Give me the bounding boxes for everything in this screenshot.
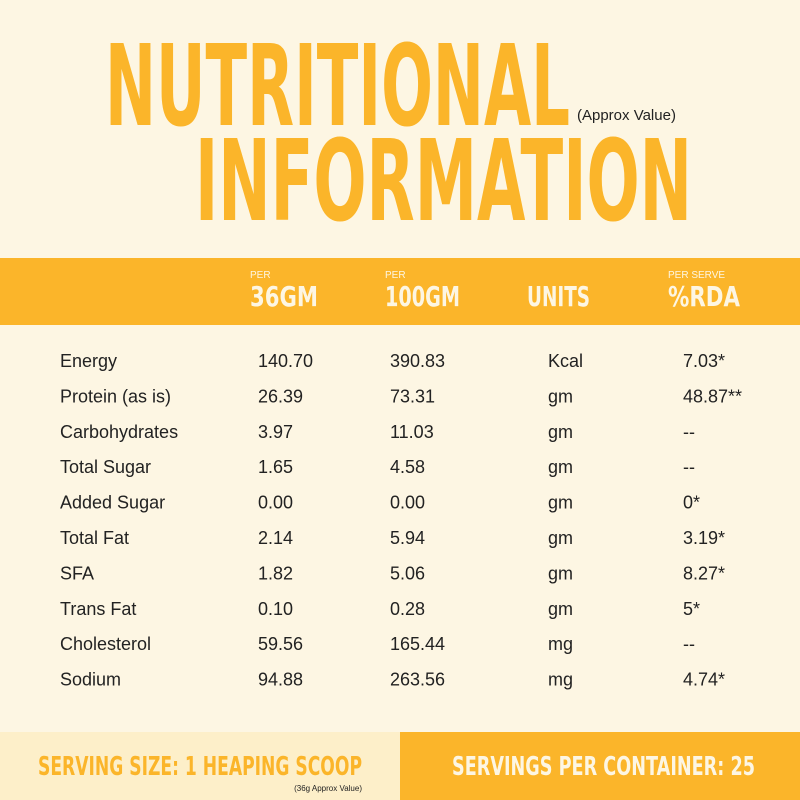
cell: -- — [683, 422, 695, 442]
cell: 11.03 — [390, 422, 434, 442]
serving-note: (36g Approx Value) — [294, 784, 362, 793]
cell: 3.97 — [258, 422, 293, 442]
cell: 5.06 — [390, 563, 425, 583]
cell: 1.82 — [258, 563, 293, 583]
row-label: Total Sugar — [60, 457, 151, 477]
cell: -- — [683, 457, 695, 477]
cell: mg — [548, 634, 573, 654]
cell: 0.00 — [258, 493, 293, 513]
cell: 1.65 — [258, 457, 293, 477]
header-label: 100GM — [385, 280, 460, 313]
row-label: Carbohydrates — [60, 422, 178, 442]
header-small: PER SERVE — [668, 270, 725, 281]
cell: 0.00 — [390, 493, 425, 513]
cell: 165.44 — [390, 634, 445, 654]
footer-left — [0, 732, 400, 800]
cell: gm — [548, 386, 573, 406]
cell: -- — [683, 634, 695, 654]
cell: 4.74* — [683, 670, 725, 690]
row-label: Cholesterol — [60, 634, 151, 654]
cell: 0.28 — [390, 599, 425, 619]
serving-size: SERVING SIZE: 1 HEAPING SCOOP — [38, 752, 362, 782]
cell: mg — [548, 670, 573, 690]
table-body: Energy 140.70 390.83 Kcal 7.03* Protein (as i… — [60, 351, 742, 690]
cell: 48.87** — [683, 386, 742, 406]
servings-per-container: SERVINGS PER CONTAINER: 25 — [452, 752, 755, 782]
cell: 4.58 — [390, 457, 425, 477]
cell: gm — [548, 493, 573, 513]
cell: 8.27* — [683, 563, 725, 583]
cell: gm — [548, 599, 573, 619]
cell: gm — [548, 528, 573, 548]
header-label: UNITS — [527, 280, 590, 313]
header-band — [0, 258, 800, 325]
cell: 0.10 — [258, 599, 293, 619]
cell: 2.14 — [258, 528, 293, 548]
row-label: Trans Fat — [60, 599, 136, 619]
row-label: SFA — [60, 563, 94, 583]
row-label: Energy — [60, 351, 117, 371]
cell: 94.88 — [258, 670, 303, 690]
title-note: (Approx Value) — [577, 107, 676, 124]
cell: 263.56 — [390, 670, 445, 690]
cell: 3.19* — [683, 528, 725, 548]
cell: gm — [548, 457, 573, 477]
title-line2: INFORMATION — [195, 117, 692, 247]
cell: gm — [548, 422, 573, 442]
header-label: 36GM — [250, 280, 318, 313]
cell: 73.31 — [390, 386, 435, 406]
cell: 140.70 — [258, 351, 313, 371]
cell: gm — [548, 563, 573, 583]
row-label: Protein (as is) — [60, 386, 171, 406]
title-line1: NUTRITIONAL — [105, 22, 570, 152]
cell: 7.03* — [683, 351, 725, 371]
footer-right — [400, 732, 800, 800]
cell: 26.39 — [258, 386, 303, 406]
row-label: Added Sugar — [60, 493, 165, 513]
cell: 390.83 — [390, 351, 445, 371]
cell: 5* — [683, 599, 700, 619]
row-label: Sodium — [60, 670, 121, 690]
cell: 59.56 — [258, 634, 303, 654]
cell: Kcal — [548, 351, 583, 371]
row-label: Total Fat — [60, 528, 129, 548]
cell: 0* — [683, 493, 700, 513]
header-small: PER — [385, 270, 406, 281]
header-small: PER — [250, 270, 271, 281]
header-label: %RDA — [668, 280, 740, 313]
cell: 5.94 — [390, 528, 425, 548]
